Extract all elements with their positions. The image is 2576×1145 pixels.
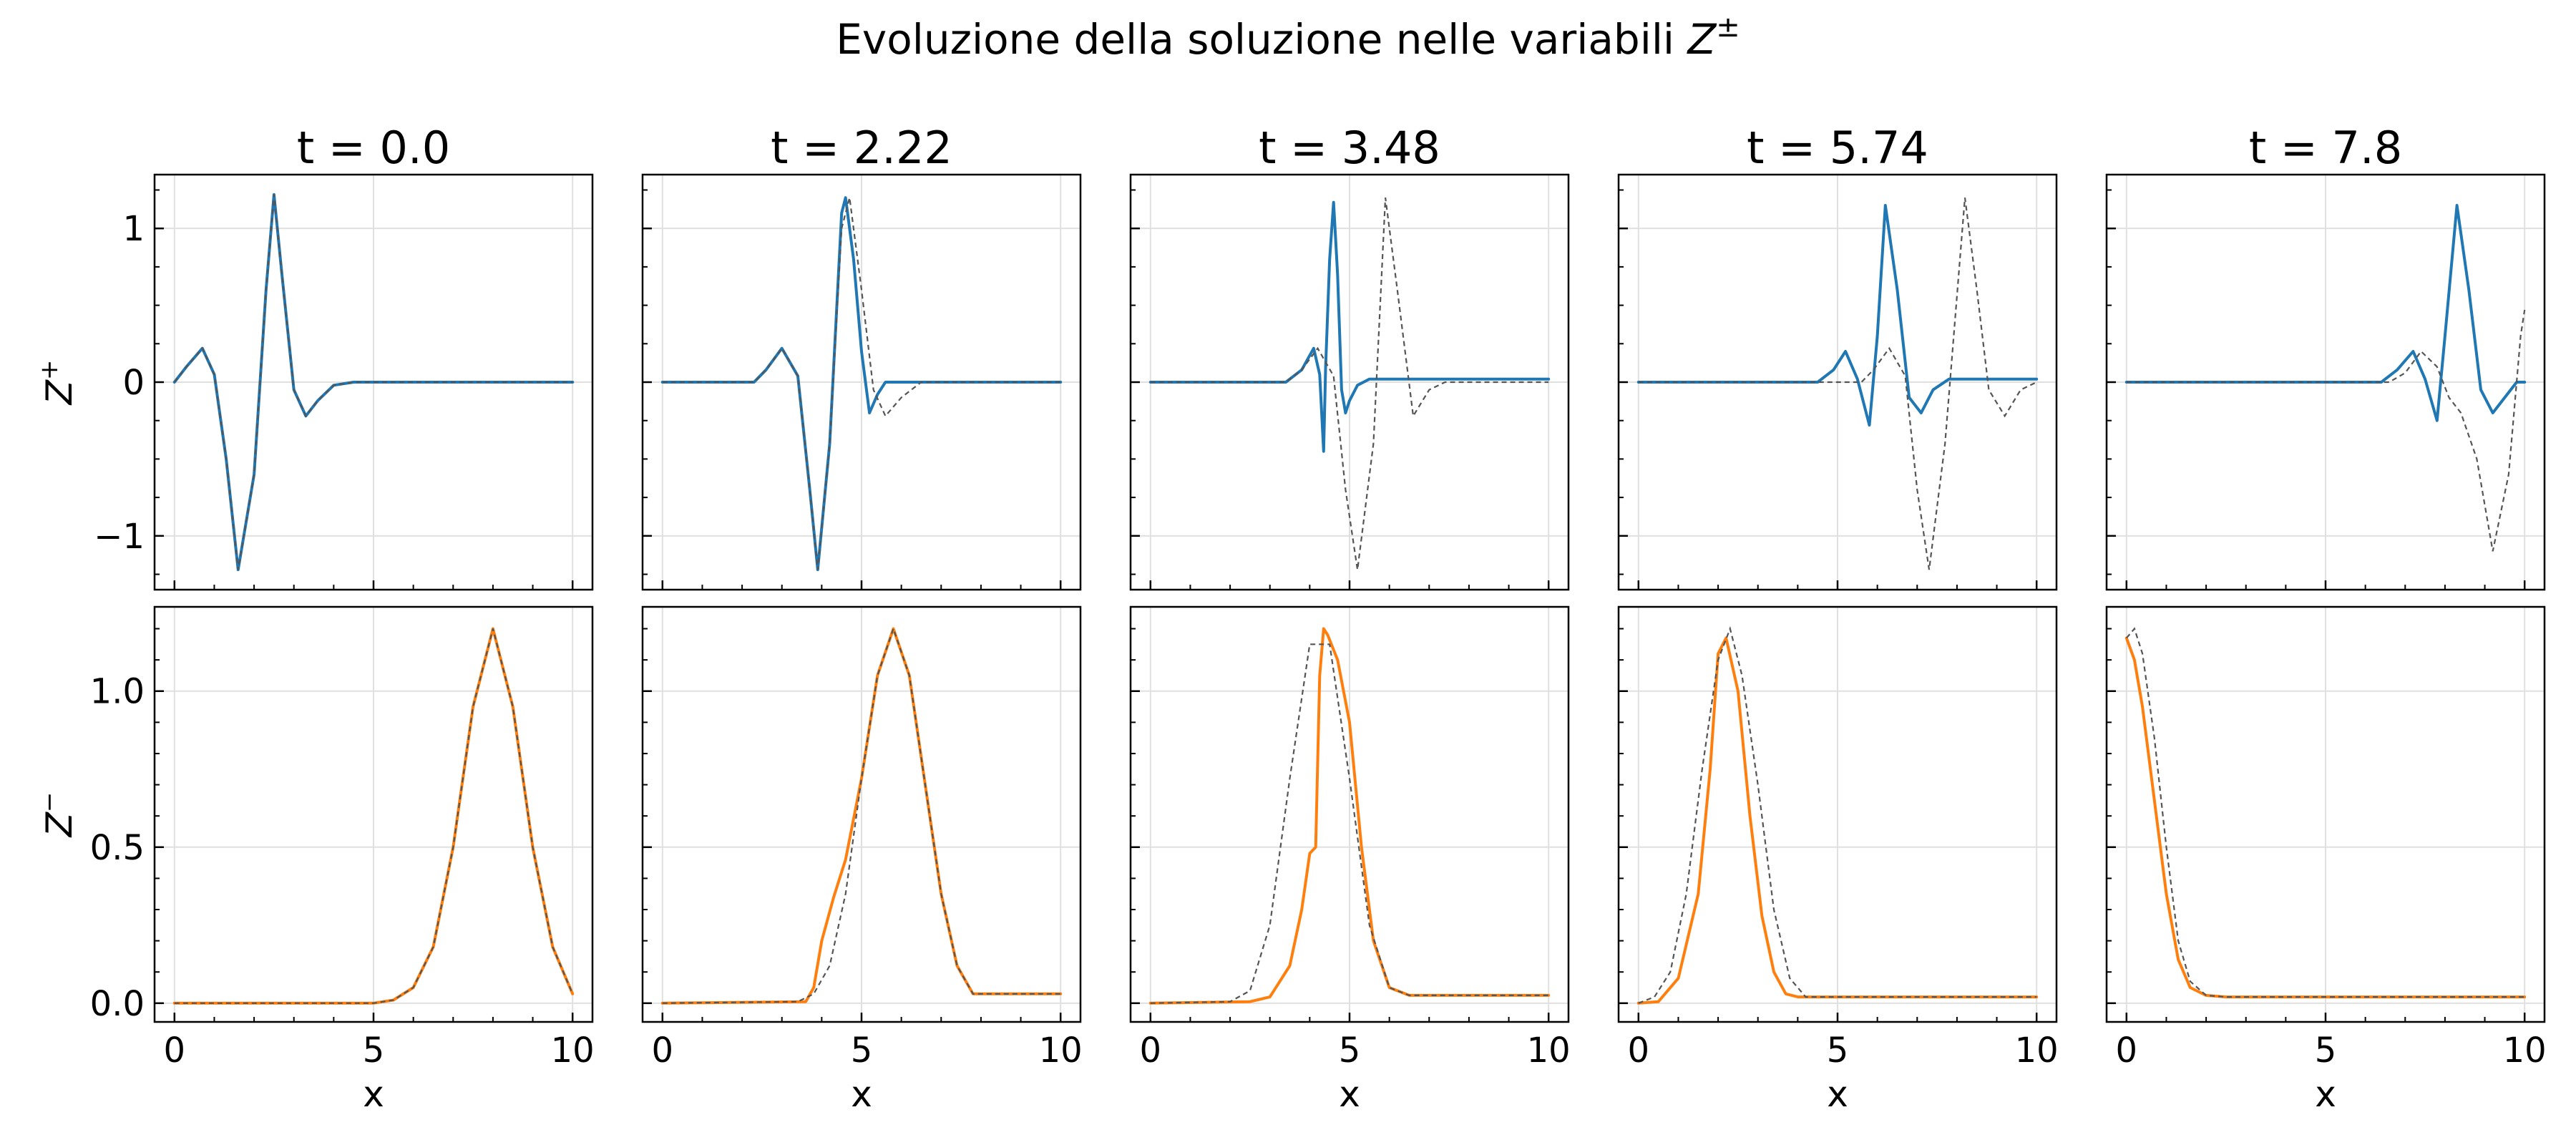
x-tick-label: 5	[851, 1030, 873, 1071]
zplus-solution-line	[1148, 200, 1551, 453]
x-tick-label: 10	[2015, 1030, 2059, 1071]
zplus-reference-line	[1150, 198, 1549, 570]
y-tick-label: 0.0	[90, 984, 145, 1024]
panel-title: t = 7.8	[2249, 122, 2402, 174]
x-tick-label: 0	[164, 1030, 186, 1071]
x-axis-label: x	[1339, 1073, 1360, 1115]
axes-frame	[1129, 173, 1570, 591]
y-tick-label: 1.0	[90, 672, 145, 712]
axes-frame	[153, 173, 594, 591]
x-tick-label: 10	[2503, 1030, 2547, 1071]
x-tick-label: 0	[1628, 1030, 1650, 1071]
axes-frame	[641, 605, 1082, 1023]
y-axis-label: Z−	[35, 792, 80, 839]
x-axis-label: x	[1827, 1073, 1848, 1115]
axes-frame	[1129, 605, 1570, 1023]
figure-title: Evoluzione della soluzione nelle variabi…	[836, 11, 1740, 64]
zminus-solution-line	[2124, 636, 2527, 999]
axes-frame	[1617, 605, 2058, 1023]
x-tick-label: 5	[2315, 1030, 2337, 1071]
zminus-reference-line	[662, 626, 1061, 1004]
y-axis-label: Z+	[35, 360, 80, 406]
axes-frame	[1617, 173, 2058, 591]
axes-frame	[2105, 173, 2546, 591]
x-tick-label: 0	[1140, 1030, 1162, 1071]
zplus-panel-2	[641, 173, 1082, 591]
zplus-reference-line	[2126, 309, 2526, 552]
zminus-panel-1: 0 5 10 0.0 0.5 1.0 x Z−	[35, 605, 595, 1115]
panel-title: t = 3.48	[1259, 122, 1440, 174]
y-tick-label: −1	[94, 517, 145, 557]
axes-frame	[2105, 605, 2546, 1023]
x-tick-label: 10	[1527, 1030, 1571, 1071]
x-tick-label: 10	[1039, 1030, 1083, 1071]
zplus-solution-line	[660, 196, 1063, 572]
axes-frame	[153, 605, 594, 1023]
zplus-reference-line	[662, 197, 1061, 570]
y-tick-label: 0	[122, 363, 145, 403]
zplus-panel-1: −1 0 1 Z+	[35, 173, 594, 591]
zminus-reference-line	[174, 628, 574, 1004]
zplus-panel-4	[1617, 173, 2058, 591]
zplus-reference-line	[1638, 198, 2037, 570]
x-axis-label: x	[851, 1073, 872, 1115]
axes-frame	[641, 173, 1082, 591]
x-tick-label: 5	[363, 1030, 385, 1071]
zplus-solution-line	[2124, 204, 2527, 422]
zminus-panel-4: 0 5 10 x	[1617, 605, 2059, 1115]
x-axis-label: x	[363, 1073, 384, 1115]
zminus-reference-line	[1638, 625, 2037, 1004]
zplus-reference-line	[173, 194, 573, 570]
x-tick-label: 0	[2116, 1030, 2138, 1071]
x-axis-label: x	[2315, 1073, 2336, 1115]
x-tick-label: 0	[652, 1030, 674, 1071]
zminus-panel-5: 0 5 10 x	[2105, 605, 2547, 1115]
zplus-panel-3	[1129, 173, 1570, 591]
x-tick-label: 10	[551, 1030, 595, 1071]
zminus-solution-line	[660, 627, 1063, 1005]
zplus-panel-5	[2105, 173, 2546, 591]
zminus-panel-3: 0 5 10 x	[1129, 605, 1571, 1115]
panel-title: t = 0.0	[297, 122, 450, 174]
x-tick-label: 5	[1339, 1030, 1361, 1071]
subplot-grid: t = 0.0 −1 0 1 Z+ 0 5 10 0.0 0.5 1.0 x Z− t = 2.22 0 5 1…	[35, 122, 2547, 1115]
zplus-solution-line	[1636, 204, 2039, 427]
y-tick-label: 0.5	[90, 828, 145, 868]
y-tick-label: 1	[122, 209, 145, 249]
zminus-reference-line	[1150, 643, 1549, 1004]
zminus-solution-line	[1636, 636, 2039, 1005]
zminus-panel-2: 0 5 10 x	[641, 605, 1083, 1115]
panel-title: t = 5.74	[1747, 122, 1928, 174]
x-tick-label: 5	[1827, 1030, 1849, 1071]
panel-title: t = 2.22	[771, 122, 952, 174]
